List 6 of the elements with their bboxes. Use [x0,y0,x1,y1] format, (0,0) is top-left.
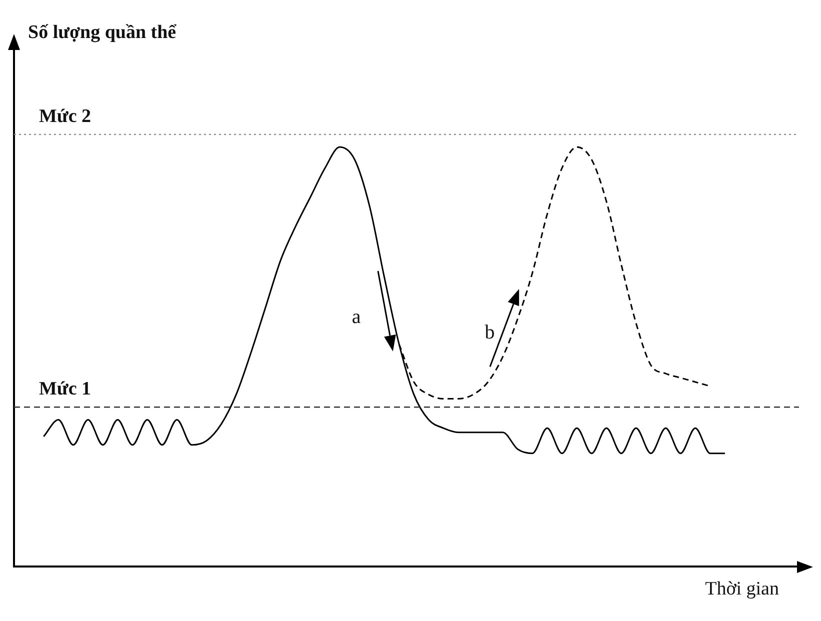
ref-line-label: Mức 1 [39,378,92,400]
annotation: b [484,321,495,344]
text: Số lượng quần thể [28,22,177,43]
x-axis-title: Thời gian [705,578,780,600]
annotation: a [352,306,361,328]
ref-line-label: Mức 2 [39,106,92,127]
